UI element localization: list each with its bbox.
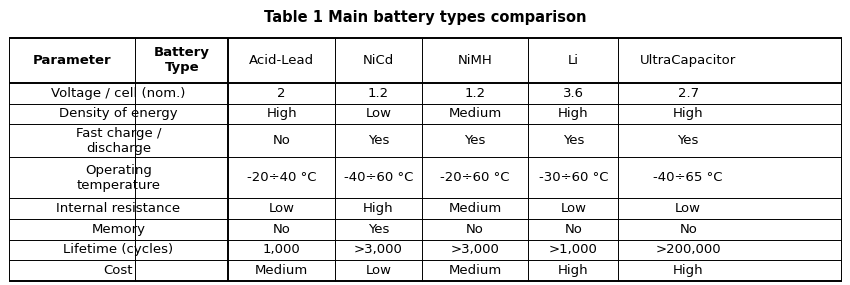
Text: 1.2: 1.2 (464, 87, 485, 100)
Text: -40÷60 °C: -40÷60 °C (343, 171, 413, 184)
Text: Density of energy: Density of energy (60, 107, 178, 121)
Text: Yes: Yes (563, 134, 584, 147)
Text: 1,000: 1,000 (263, 243, 301, 256)
Text: High: High (266, 107, 297, 121)
Text: High: High (673, 107, 704, 121)
Text: Memory: Memory (92, 223, 145, 236)
Text: Low: Low (560, 202, 586, 215)
Text: High: High (673, 264, 704, 277)
Text: No: No (466, 223, 484, 236)
Text: Fast charge /
discharge: Fast charge / discharge (76, 127, 162, 155)
Bar (8, 38, 842, 281)
Text: High: High (558, 264, 588, 277)
Text: >3,000: >3,000 (354, 243, 403, 256)
Text: Medium: Medium (448, 202, 502, 215)
Text: >3,000: >3,000 (450, 243, 500, 256)
Text: Parameter: Parameter (32, 54, 111, 67)
Text: -20÷40 °C: -20÷40 °C (247, 171, 316, 184)
Text: Low: Low (366, 107, 391, 121)
Text: No: No (679, 223, 697, 236)
Text: Acid-Lead: Acid-Lead (249, 54, 314, 67)
Text: 3.6: 3.6 (563, 87, 584, 100)
Text: Li: Li (568, 54, 579, 67)
Text: Yes: Yes (464, 134, 485, 147)
Text: Yes: Yes (677, 134, 699, 147)
Text: 1.2: 1.2 (368, 87, 389, 100)
Text: >200,000: >200,000 (655, 243, 721, 256)
Text: Table 1 Main battery types comparison: Table 1 Main battery types comparison (264, 10, 586, 25)
Text: Medium: Medium (448, 107, 502, 121)
Text: NiMH: NiMH (457, 54, 492, 67)
Text: Voltage / cell (nom.): Voltage / cell (nom.) (51, 87, 185, 100)
Text: NiCd: NiCd (363, 54, 394, 67)
Text: -30÷60 °C: -30÷60 °C (539, 171, 608, 184)
Text: Battery
Type: Battery Type (154, 46, 210, 74)
Text: >1,000: >1,000 (549, 243, 598, 256)
Text: Low: Low (269, 202, 295, 215)
Text: 2: 2 (277, 87, 286, 100)
Text: -20÷60 °C: -20÷60 °C (440, 171, 510, 184)
Text: Cost: Cost (104, 264, 133, 277)
Text: Lifetime (cycles): Lifetime (cycles) (64, 243, 173, 256)
Text: Medium: Medium (448, 264, 502, 277)
Text: -40÷65 °C: -40÷65 °C (654, 171, 723, 184)
Text: Low: Low (366, 264, 391, 277)
Text: Medium: Medium (255, 264, 309, 277)
Text: High: High (363, 202, 394, 215)
Text: Internal resistance: Internal resistance (56, 202, 180, 215)
Text: No: No (273, 223, 291, 236)
Text: Low: Low (675, 202, 701, 215)
Text: No: No (564, 223, 582, 236)
Text: 2.7: 2.7 (677, 87, 699, 100)
Text: UltraCapacitor: UltraCapacitor (640, 54, 736, 67)
Text: No: No (273, 134, 291, 147)
Text: High: High (558, 107, 588, 121)
Text: Yes: Yes (368, 223, 389, 236)
Text: Operating
temperature: Operating temperature (76, 164, 161, 192)
Text: Yes: Yes (368, 134, 389, 147)
